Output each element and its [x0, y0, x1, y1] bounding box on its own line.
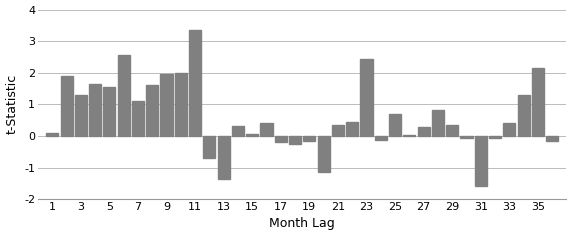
Bar [61, 76, 73, 136]
Bar [432, 110, 444, 136]
Bar [518, 95, 530, 136]
Bar [75, 95, 87, 136]
Bar [418, 127, 430, 136]
Bar [46, 133, 58, 136]
Bar [260, 123, 273, 136]
Bar [104, 87, 116, 136]
Bar [275, 136, 287, 142]
Bar [161, 74, 173, 136]
Bar [403, 135, 415, 136]
Bar [246, 134, 259, 136]
Bar [203, 136, 216, 158]
Bar [475, 136, 487, 186]
Bar [289, 136, 301, 144]
X-axis label: Month Lag: Month Lag [269, 217, 335, 230]
Bar [460, 136, 472, 138]
Bar [189, 30, 201, 136]
Bar [217, 136, 230, 179]
Bar [360, 59, 372, 136]
Bar [489, 136, 501, 138]
Bar [132, 101, 144, 136]
Bar [446, 125, 458, 136]
Bar [375, 136, 387, 140]
Bar [118, 55, 130, 136]
Y-axis label: t-Statistic: t-Statistic [6, 74, 18, 135]
Bar [389, 114, 401, 136]
Bar [532, 68, 544, 136]
Bar [332, 125, 344, 136]
Bar [317, 136, 329, 172]
Bar [146, 85, 158, 136]
Bar [503, 123, 515, 136]
Bar [303, 136, 315, 141]
Bar [232, 126, 244, 136]
Bar [89, 84, 101, 136]
Bar [175, 73, 187, 136]
Bar [546, 136, 558, 141]
Bar [346, 122, 358, 136]
